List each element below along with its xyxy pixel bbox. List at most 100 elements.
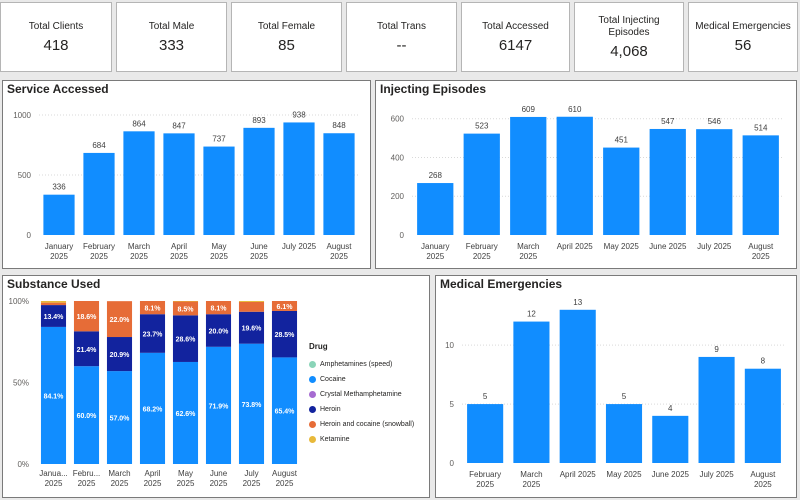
data-label: 938 xyxy=(292,110,306,119)
x-tick-label: 2025 xyxy=(476,480,494,489)
kpi-card-total-injecting-episodes: Total Injecting Episodes 4,068 xyxy=(574,2,684,72)
bar xyxy=(556,116,593,235)
x-tick-label: May 2025 xyxy=(606,470,642,479)
x-tick-label: June xyxy=(250,242,268,251)
bar xyxy=(417,183,454,235)
y-tick-label: 0 xyxy=(27,231,32,240)
data-label: 451 xyxy=(615,136,629,145)
x-tick-label: February xyxy=(469,470,501,479)
bar xyxy=(510,116,547,235)
x-tick-label: July 2025 xyxy=(282,242,317,251)
data-label: 609 xyxy=(522,105,536,114)
x-tick-label: June 2025 xyxy=(649,242,687,251)
legend-item-cocaine[interactable]: Cocaine xyxy=(309,372,414,387)
data-label: 848 xyxy=(332,121,346,130)
segment-label: 60.0% xyxy=(77,413,98,420)
x-tick-label: May xyxy=(211,242,226,251)
medical-emergencies-panel: 0 5 10 5 February 2025 12 March 2025 13 April 2025… xyxy=(435,275,797,498)
stacked-segment xyxy=(238,343,265,464)
x-tick-label: May xyxy=(178,469,193,478)
stacked-segment xyxy=(205,346,232,464)
y-tick-label: 400 xyxy=(391,153,405,162)
data-label: 684 xyxy=(92,141,106,150)
data-label: 864 xyxy=(132,119,146,128)
kpi-label: Total Injecting Episodes xyxy=(598,14,660,38)
bar xyxy=(323,133,355,235)
x-tick-label: 2025 xyxy=(276,479,294,488)
legend-item-ketamine[interactable]: Ketamine xyxy=(309,432,414,447)
legend-label: Amphetamines (speed) xyxy=(320,361,393,368)
legend-title: Drug xyxy=(309,342,328,351)
bar xyxy=(742,135,779,235)
x-tick-label: 2025 xyxy=(177,479,195,488)
segment-label: 73.8% xyxy=(242,402,263,409)
bar xyxy=(203,146,235,235)
x-tick-label: June 2025 xyxy=(652,470,690,479)
segment-label: 8.1% xyxy=(211,306,228,313)
bar xyxy=(698,356,735,463)
legend-swatch xyxy=(309,406,316,413)
data-label: 847 xyxy=(172,121,186,130)
x-tick-label: August xyxy=(750,470,776,479)
x-tick-label: July 2025 xyxy=(697,242,732,251)
bar xyxy=(43,194,75,235)
kpi-label: Total Trans xyxy=(377,20,426,32)
stacked-segment xyxy=(73,301,100,332)
bar xyxy=(243,127,275,235)
kpi-label: Total Female xyxy=(257,20,316,32)
x-tick-label: April 2025 xyxy=(557,242,594,251)
x-tick-label: August xyxy=(748,242,774,251)
data-label: 5 xyxy=(622,392,627,401)
segment-label: 22.0% xyxy=(110,317,131,324)
segment-label: 62.6% xyxy=(176,411,197,418)
x-tick-label: February xyxy=(83,242,115,251)
segment-label: 68.2% xyxy=(143,406,164,413)
kpi-label: Medical Emergencies xyxy=(695,20,791,32)
legend-item-amphetamines[interactable]: Amphetamines (speed) xyxy=(309,357,414,372)
bar xyxy=(513,321,550,463)
segment-label: 20.0% xyxy=(209,329,230,336)
kpi-card-total-male: Total Male 333 xyxy=(116,2,227,72)
x-tick-label: 2025 xyxy=(754,480,772,489)
chart-title: Medical Emergencies xyxy=(440,277,563,291)
legend-item-heroin[interactable]: Heroin xyxy=(309,402,414,417)
kpi-card-medical-emergencies: Medical Emergencies 56 xyxy=(688,2,798,72)
injecting-episodes-chart: 0200400600268January2025523February20256… xyxy=(391,105,784,261)
bar xyxy=(652,415,689,463)
x-tick-label: May 2025 xyxy=(604,242,640,251)
stacked-segment xyxy=(106,337,133,372)
x-tick-label: 2025 xyxy=(130,252,148,261)
bar xyxy=(83,152,115,235)
stacked-segment xyxy=(40,302,67,306)
data-label: 546 xyxy=(708,117,722,126)
stacked-segment xyxy=(106,371,133,464)
x-tick-label: 2025 xyxy=(426,252,444,261)
x-tick-label: March xyxy=(520,470,542,479)
kpi-value: 6147 xyxy=(498,36,533,54)
legend-item-crystal-methamphetamine[interactable]: Crystal Methamphetamine xyxy=(309,387,414,402)
data-label: 5 xyxy=(483,392,488,401)
segment-label: 20.9% xyxy=(110,352,131,359)
stacked-segment xyxy=(73,366,100,464)
stacked-segment xyxy=(172,361,199,464)
stacked-segment xyxy=(40,305,67,327)
y-tick-label: 0% xyxy=(17,460,29,469)
data-label: 547 xyxy=(661,117,675,126)
x-tick-label: February xyxy=(466,242,498,251)
kpi-value: -- xyxy=(396,36,407,54)
x-tick-label: August xyxy=(327,242,353,251)
x-tick-label: January xyxy=(45,242,73,251)
x-tick-label: 2025 xyxy=(523,480,541,489)
chart-title: Service Accessed xyxy=(7,82,109,96)
legend-item-heroin-and-cocaine[interactable]: Heroin and cocaine (snowball) xyxy=(309,417,414,432)
data-label: 514 xyxy=(754,123,768,132)
x-tick-label: 2025 xyxy=(45,479,63,488)
y-tick-label: 600 xyxy=(391,115,405,124)
bar xyxy=(463,133,500,235)
data-label: 8 xyxy=(761,357,766,366)
stacked-segment xyxy=(106,301,133,338)
kpi-card-total-clients: Total Clients 418 xyxy=(0,2,112,72)
x-tick-label: 2025 xyxy=(473,252,491,261)
segment-label: 23.7% xyxy=(143,332,164,339)
